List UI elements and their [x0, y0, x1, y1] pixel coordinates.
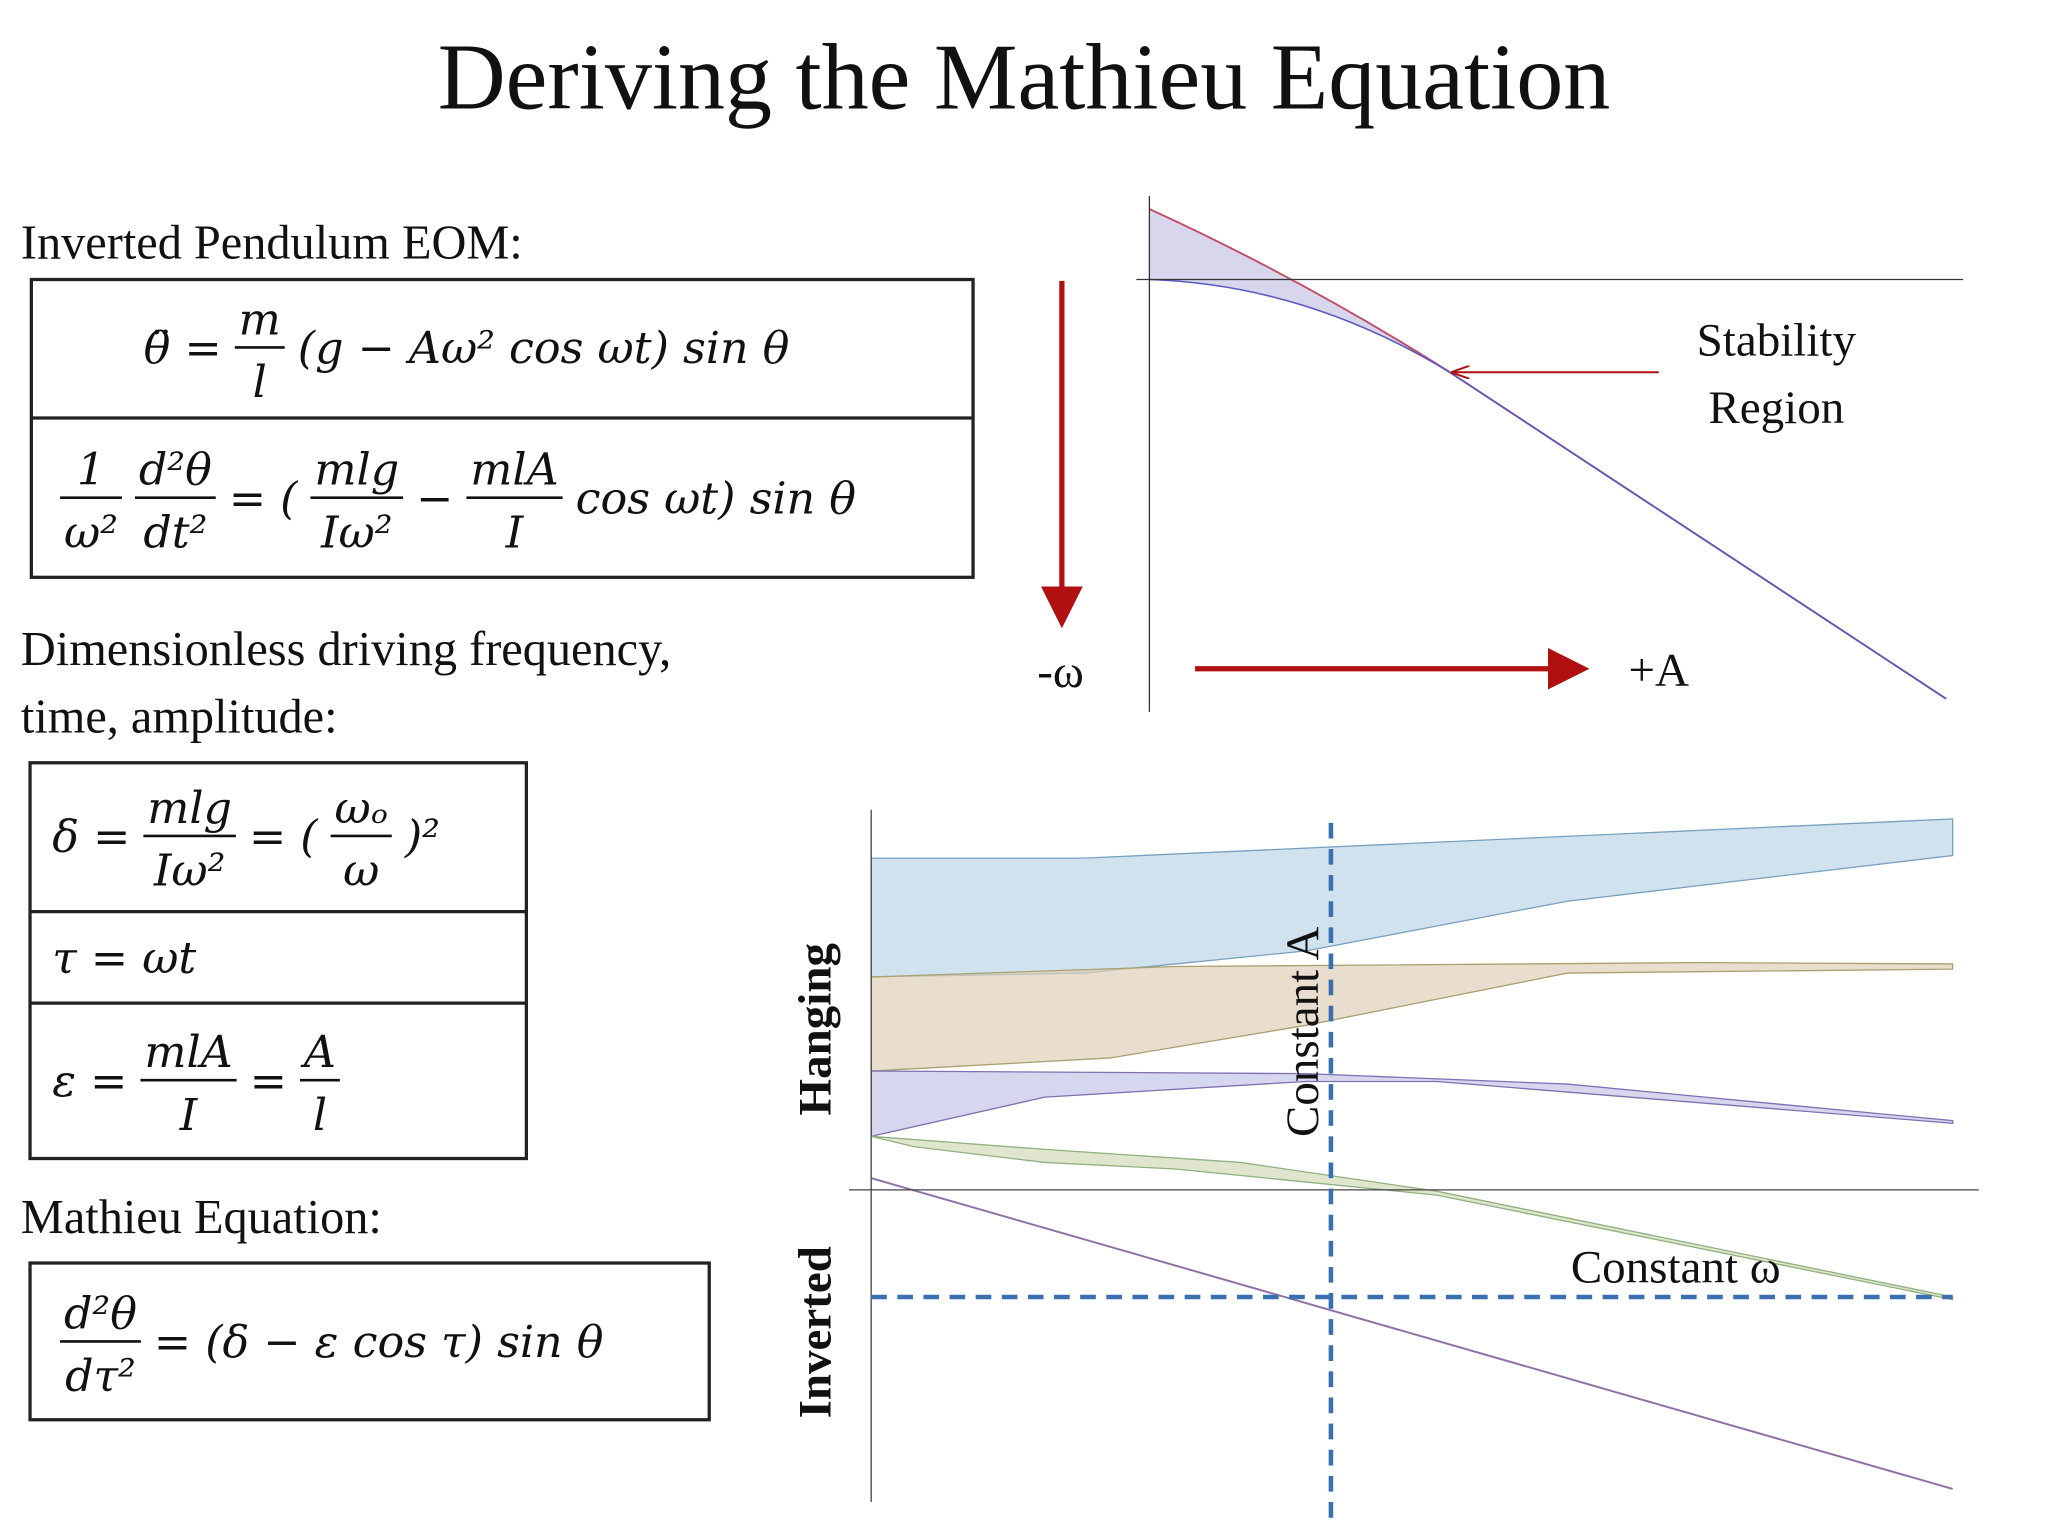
math-text: = (: [229, 473, 299, 524]
label: Dimensionless driving frequency,: [21, 623, 671, 676]
box: [28, 1261, 711, 1422]
band: [870, 818, 1954, 978]
math-text: )²: [404, 812, 440, 863]
axis-label: Hanging: [790, 943, 842, 1116]
title: Deriving the Mathieu Equation: [438, 25, 1611, 129]
bottom-plot: Constant A Constant ω Hanging Inverted: [790, 809, 1979, 1522]
denominator: I: [505, 507, 525, 558]
axis-label: Inverted: [790, 1246, 842, 1418]
denominator: Iω²: [320, 507, 393, 558]
equation-boxes: [28, 277, 975, 1422]
numerator: mlA: [470, 445, 558, 496]
math-text: ε =: [52, 1056, 127, 1107]
curve: [870, 1177, 1953, 1490]
top-plot: -ω +A Stability Region: [1037, 195, 1964, 712]
math-text: δ =: [52, 812, 130, 863]
math-text: =: [250, 1056, 287, 1107]
region: [1149, 208, 1450, 373]
annotation: Constant ω: [1571, 1242, 1781, 1294]
numerator: mlA: [144, 1027, 232, 1078]
numerator: mlg: [147, 783, 232, 834]
numerator: d²θ: [139, 445, 212, 496]
denominator: l: [313, 1090, 327, 1141]
numerator: mlg: [314, 445, 399, 496]
math-text: −: [416, 473, 453, 524]
annotation: Region: [1708, 382, 1844, 434]
math-text: cos ωt) sin θ: [576, 473, 857, 524]
denominator: ω²: [64, 507, 118, 558]
math-text: = (δ − ε cos τ) sin θ: [154, 1317, 604, 1368]
curve: [1148, 208, 1947, 700]
axis-label: -ω: [1037, 646, 1084, 698]
math-text: θ̈ =: [144, 323, 222, 374]
denominator: ω: [343, 846, 379, 897]
band: [871, 1135, 1954, 1301]
numerator: m: [239, 294, 281, 345]
label: Mathieu Equation:: [21, 1191, 382, 1244]
axis-label: +A: [1629, 645, 1690, 697]
box: [29, 277, 975, 579]
numerator: A: [300, 1027, 336, 1078]
label: time, amplitude:: [21, 691, 338, 744]
denominator: dt²: [143, 507, 207, 558]
band: [870, 1070, 1954, 1138]
annotation: Constant A: [1277, 927, 1329, 1137]
math-text: (g − Aω² cos ωt) sin θ: [298, 323, 790, 374]
curve: [1149, 278, 1947, 700]
label: Inverted Pendulum EOM:: [21, 217, 523, 270]
math-text: τ = ωt: [52, 933, 196, 984]
annotation: Stability: [1697, 314, 1857, 366]
denominator: I: [179, 1090, 199, 1141]
numerator: ωₒ: [335, 783, 388, 834]
box: [28, 761, 528, 1161]
numerator: 1: [77, 445, 105, 496]
band: [870, 961, 1954, 1072]
denominator: l: [253, 357, 267, 408]
numerator: d²θ: [64, 1288, 137, 1339]
denominator: dτ²: [65, 1351, 136, 1402]
denominator: Iω²: [153, 846, 226, 897]
math-text: = (: [249, 812, 319, 863]
